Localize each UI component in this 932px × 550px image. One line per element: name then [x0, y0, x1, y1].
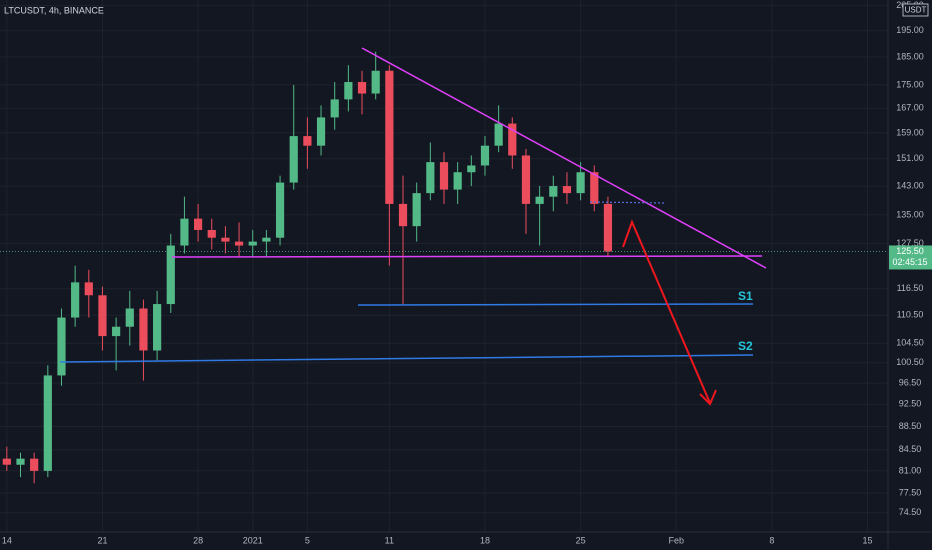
candle-body — [57, 317, 66, 376]
y-tick-label: 84.50 — [899, 444, 922, 454]
candle-body — [43, 375, 52, 471]
candle-body — [248, 241, 257, 246]
candle-body — [562, 186, 572, 194]
candle-body — [30, 458, 39, 471]
candle-body — [398, 203, 408, 227]
candle-body — [508, 123, 517, 156]
s2-label: S2 — [738, 339, 753, 353]
candle-body — [494, 123, 503, 146]
y-tick-label: 92.50 — [899, 399, 922, 409]
currency-box — [902, 3, 929, 17]
candle-body — [207, 229, 216, 238]
y-tick-label: 135.00 — [896, 209, 924, 219]
y-tick-label: 175.00 — [896, 79, 924, 89]
y-tick-label: 104.50 — [896, 338, 924, 348]
y-tick-label: 77.50 — [899, 487, 922, 497]
candle-body — [439, 162, 449, 190]
candle-body — [549, 186, 558, 197]
y-tick-label: 151.00 — [896, 153, 924, 163]
last-price-tag — [889, 245, 932, 270]
candle-body — [139, 308, 148, 351]
y-tick-label: 88.50 — [899, 421, 922, 431]
x-tick-label: 21 — [97, 535, 107, 545]
candle-body — [385, 70, 394, 204]
drawings: S1 S2 — [59, 47, 767, 406]
candle-body — [344, 82, 353, 100]
x-tick-label: Feb — [668, 535, 684, 545]
candle-body — [467, 165, 476, 173]
candle-body — [84, 282, 93, 296]
arrow-head — [699, 389, 717, 406]
x-tick-label: 5 — [305, 535, 310, 545]
candle-body — [153, 304, 162, 351]
candle-body — [98, 295, 107, 337]
candle-body — [289, 136, 298, 183]
y-tick-label: 195.00 — [896, 25, 924, 35]
currency: USDT — [905, 6, 927, 15]
candle-body — [221, 237, 230, 242]
candle-body — [275, 182, 285, 238]
grid — [0, 0, 888, 532]
candle-body — [603, 203, 613, 252]
trend-line — [361, 47, 767, 269]
x-tick-label: 2021 — [243, 535, 263, 545]
candle-body — [303, 136, 312, 146]
candle-body — [166, 245, 175, 305]
dotted-line — [589, 201, 666, 204]
candle-body — [16, 458, 25, 465]
s1-label: S1 — [738, 289, 753, 303]
candle-body — [480, 145, 490, 166]
support-line — [171, 255, 763, 258]
y-tick-label: 167.00 — [896, 103, 924, 113]
candle-body — [262, 237, 271, 242]
candle-body — [535, 196, 544, 204]
countdown: 02:45:15 — [892, 257, 927, 267]
candle-body — [371, 70, 380, 94]
chart-title: LTCUSDT, 4h, BINANCE — [4, 5, 104, 15]
candle-body — [193, 218, 203, 230]
candle-body — [453, 172, 462, 190]
candles — [2, 51, 613, 484]
y-tick-label: 116.50 — [897, 283, 924, 293]
candle-body — [521, 155, 531, 204]
x-tick-label: 8 — [769, 535, 774, 545]
candle-body — [234, 241, 244, 246]
x-tick-label: 14 — [2, 535, 12, 545]
x-tick-label: 11 — [385, 535, 394, 545]
candle-body — [357, 82, 367, 94]
y-tick-label: 100.50 — [896, 357, 924, 367]
x-tick-label: 28 — [193, 535, 203, 545]
y-tick-label: 81.00 — [899, 465, 922, 475]
s2-line — [59, 354, 754, 363]
y-tick-label: 110.50 — [897, 310, 924, 320]
candle-body — [576, 172, 585, 194]
y-tick-label: 96.50 — [899, 378, 922, 388]
x-tick-label: 25 — [576, 535, 586, 545]
y-tick-label: 143.00 — [896, 180, 924, 190]
candle-body — [426, 162, 435, 194]
candle-body — [590, 172, 599, 204]
last-price-label: 125.50 — [896, 246, 924, 256]
y-tick-label: 127.50 — [896, 238, 924, 248]
candle-body — [2, 458, 11, 465]
candle-body — [71, 282, 80, 318]
forecast-arrow — [622, 219, 711, 404]
x-tick-label: 15 — [862, 535, 872, 545]
candle-body — [112, 326, 121, 337]
x-tick-label: 18 — [480, 535, 490, 545]
candle-body — [125, 308, 134, 327]
y-tick-label: 185.00 — [896, 51, 924, 61]
candle-body — [330, 99, 339, 118]
candle-body — [316, 117, 326, 146]
s1-line — [357, 303, 754, 306]
y-tick-label: 74.50 — [899, 507, 922, 517]
candle-body — [412, 193, 421, 227]
candle-body — [180, 218, 189, 246]
y-tick-label: 159.00 — [896, 127, 924, 137]
